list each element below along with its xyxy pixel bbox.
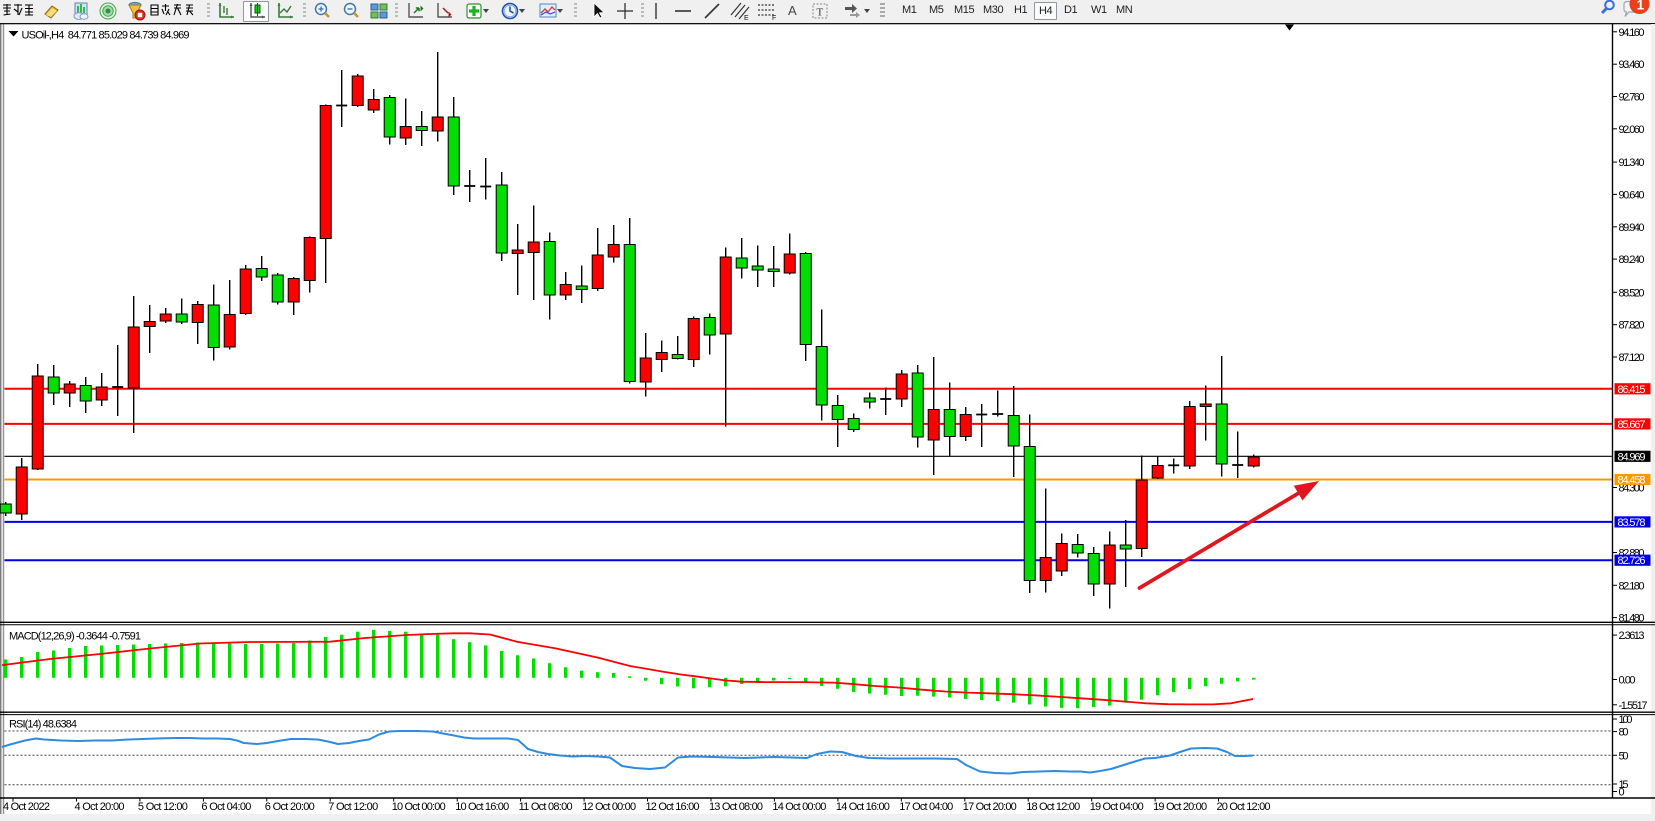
svg-text:T: T (817, 7, 824, 19)
svg-text:89.940: 89.940 (1619, 222, 1645, 234)
svg-text:19 Oct 04:00: 19 Oct 04:00 (1090, 801, 1144, 813)
svg-text:17 Oct 20:00: 17 Oct 20:00 (963, 801, 1017, 813)
svg-text:100: 100 (1619, 714, 1633, 726)
svg-text:82.180: 82.180 (1619, 580, 1645, 592)
svg-text:86.415: 86.415 (1618, 384, 1646, 396)
svg-text:92.060: 92.060 (1619, 124, 1645, 136)
svg-text:19 Oct 20:00: 19 Oct 20:00 (1153, 801, 1207, 813)
svg-text:87.820: 87.820 (1619, 320, 1645, 332)
svg-text:USOil-,H4 84.771 85.029 84.73: USOil-,H4 84.771 85.029 84.739 84.969 (22, 30, 190, 42)
svg-text:10 Oct 16:00: 10 Oct 16:00 (455, 801, 509, 813)
svg-text:85.667: 85.667 (1618, 419, 1646, 431)
svg-text:10 Oct 00:00: 10 Oct 00:00 (392, 801, 446, 813)
svg-text:12 Oct 16:00: 12 Oct 16:00 (646, 801, 700, 813)
svg-text:92.760: 92.760 (1619, 92, 1645, 104)
svg-text:94.160: 94.160 (1619, 27, 1645, 39)
svg-text:MACD(12,26,9) -0.3644 -0.7591: MACD(12,26,9) -0.3644 -0.7591 (9, 631, 141, 643)
svg-text:80: 80 (1619, 727, 1629, 739)
svg-text:20 Oct 12:00: 20 Oct 12:00 (1217, 801, 1271, 813)
svg-text:50: 50 (1619, 750, 1629, 762)
svg-text:6 Oct 20:00: 6 Oct 20:00 (265, 801, 315, 813)
svg-text:E: E (744, 15, 749, 21)
svg-text:83.578: 83.578 (1618, 517, 1646, 529)
svg-text:1: 1 (1637, 0, 1645, 13)
svg-text:18 Oct 12:00: 18 Oct 12:00 (1026, 801, 1080, 813)
svg-text:2.3613: 2.3613 (1619, 630, 1645, 642)
svg-text:87.120: 87.120 (1619, 352, 1645, 364)
svg-text:81.480: 81.480 (1619, 613, 1645, 625)
svg-text:7 Oct 12:00: 7 Oct 12:00 (328, 801, 378, 813)
svg-text:84.458: 84.458 (1618, 475, 1646, 487)
svg-text:0: 0 (1619, 787, 1625, 799)
svg-text:14 Oct 16:00: 14 Oct 16:00 (836, 801, 890, 813)
svg-text:82.726: 82.726 (1618, 555, 1646, 567)
svg-text:5 Oct 12:00: 5 Oct 12:00 (138, 801, 188, 813)
svg-text:15: 15 (1619, 779, 1629, 791)
svg-text:11 Oct 08:00: 11 Oct 08:00 (519, 801, 573, 813)
svg-text:12 Oct 00:00: 12 Oct 00:00 (582, 801, 636, 813)
svg-text:91.340: 91.340 (1619, 157, 1645, 169)
svg-text:90.640: 90.640 (1619, 189, 1645, 201)
svg-text:89.240: 89.240 (1619, 254, 1645, 266)
svg-text:84.969: 84.969 (1618, 451, 1646, 463)
svg-text:17 Oct 04:00: 17 Oct 04:00 (899, 801, 953, 813)
svg-text:88.520: 88.520 (1619, 287, 1645, 299)
svg-text:6 Oct 04:00: 6 Oct 04:00 (201, 801, 251, 813)
svg-text:-1.5517: -1.5517 (1619, 700, 1648, 712)
svg-text:13 Oct 08:00: 13 Oct 08:00 (709, 801, 763, 813)
svg-text:4 Oct 2022: 4 Oct 2022 (3, 801, 50, 813)
svg-text:84.300: 84.300 (1619, 483, 1645, 495)
svg-text:93.460: 93.460 (1619, 59, 1645, 71)
svg-text:F: F (772, 15, 776, 21)
svg-text:14 Oct 00:00: 14 Oct 00:00 (772, 801, 826, 813)
svg-text:4 Oct 20:00: 4 Oct 20:00 (75, 801, 125, 813)
svg-text:RSI(14) 48.6384: RSI(14) 48.6384 (9, 719, 77, 731)
svg-text:0.00: 0.00 (1619, 675, 1636, 687)
